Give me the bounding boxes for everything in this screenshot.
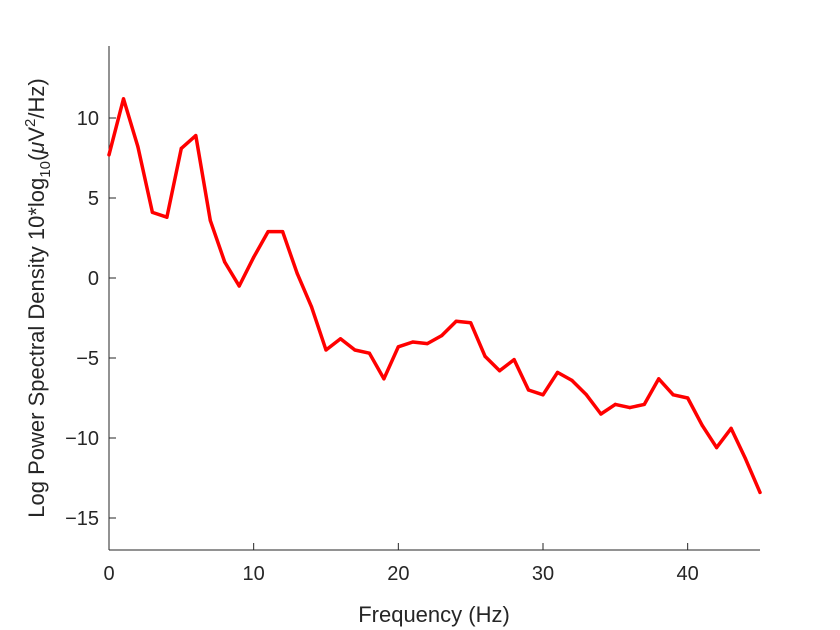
y-axis-title: Log Power Spectral Density 10*log10(μV2/… [22, 78, 54, 517]
x-axis-title: Frequency (Hz) [358, 602, 510, 627]
data-point [353, 348, 357, 352]
y-tick-label: 0 [88, 268, 99, 290]
data-point [642, 402, 646, 406]
series-line [107, 97, 762, 495]
data-point [671, 393, 675, 397]
data-point [309, 305, 314, 309]
data-point [136, 145, 140, 149]
data-point [743, 457, 748, 461]
data-point [584, 393, 589, 397]
data-point [715, 446, 719, 450]
x-axis-ticks: 0 10 20 30 40 [103, 543, 699, 585]
data-point [194, 134, 198, 138]
y-tick-label: 10 [77, 108, 99, 130]
x-tick-label: 0 [103, 563, 114, 585]
data-point [729, 426, 733, 430]
data-point [758, 490, 762, 494]
data-point [440, 334, 444, 338]
data-point [208, 218, 212, 222]
data-point [599, 412, 603, 416]
series-points [107, 97, 762, 494]
data-point [367, 351, 371, 355]
data-point [526, 388, 531, 392]
data-point [281, 230, 285, 234]
data-point [338, 337, 343, 341]
data-point [237, 284, 241, 288]
data-point [382, 377, 386, 381]
data-point [570, 378, 574, 382]
x-tick-label: 20 [387, 563, 409, 585]
data-point [512, 358, 516, 362]
data-point [454, 319, 458, 323]
data-point [541, 393, 545, 397]
y-tick-label: 5 [88, 188, 99, 210]
data-point [700, 423, 704, 427]
data-point [657, 377, 661, 381]
data-point [324, 348, 328, 352]
data-point [121, 97, 126, 101]
data-point [425, 342, 429, 346]
data-point [396, 345, 400, 349]
data-point [483, 354, 487, 358]
data-point [498, 369, 502, 373]
data-point [165, 215, 169, 219]
y-tick-label: −5 [76, 348, 99, 370]
data-point [295, 271, 299, 275]
data-point [686, 396, 690, 400]
data-point [469, 321, 473, 325]
data-point [179, 146, 183, 150]
data-point [555, 370, 560, 374]
y-tick-label: −10 [65, 428, 99, 450]
data-point [613, 402, 617, 406]
data-point [628, 406, 632, 410]
x-tick-label: 30 [532, 563, 554, 585]
x-tick-label: 10 [243, 563, 265, 585]
x-tick-label: 40 [677, 563, 699, 585]
data-point [107, 153, 111, 157]
data-point [150, 210, 154, 214]
data-point [223, 260, 227, 264]
y-tick-label: −15 [65, 508, 99, 530]
data-point [266, 230, 270, 234]
data-point [252, 255, 256, 259]
data-point [411, 340, 415, 344]
y-axis-ticks: −15 −10 −5 0 5 10 [65, 108, 116, 530]
